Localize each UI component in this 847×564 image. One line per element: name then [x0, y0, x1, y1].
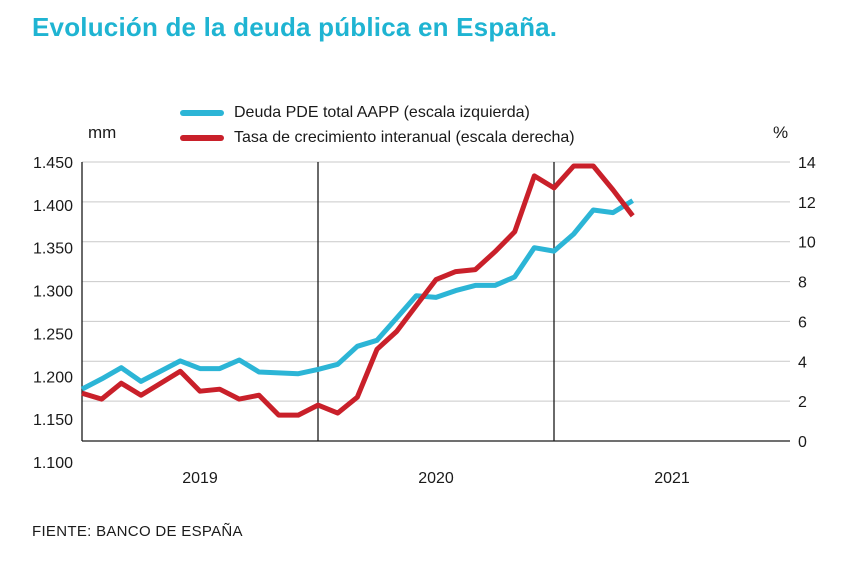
legend-swatch-tasa	[180, 134, 224, 141]
left-tick-label-1: 1.150	[33, 412, 73, 429]
right-tick-label-5: 10	[798, 235, 816, 252]
year-label-2019: 2019	[182, 470, 218, 487]
right-tick-label-1: 2	[798, 394, 807, 411]
right-tick-label-0: 0	[798, 434, 807, 451]
legend-item-deuda: Deuda PDE total AAPP (escala izquierda)	[180, 100, 575, 125]
right-tick-label-4: 8	[798, 275, 807, 292]
source-note: FIENTE: BANCO DE ESPAÑA	[32, 523, 243, 540]
left-axis-unit: mm	[88, 123, 117, 142]
year-label-2020: 2020	[418, 470, 454, 487]
left-tick-label-6: 1.400	[33, 198, 73, 215]
chart-title: Evolución de la deuda pública en España.	[32, 12, 558, 42]
series-line-tasa	[81, 163, 635, 418]
legend-swatch-deuda	[180, 109, 224, 116]
chart-legend: Deuda PDE total AAPP (escala izquierda) …	[180, 100, 575, 150]
left-tick-label-7: 1.450	[33, 155, 73, 172]
right-tick-label-3: 6	[798, 314, 807, 331]
left-tick-label-2: 1.200	[33, 369, 73, 386]
right-tick-label-7: 14	[798, 155, 816, 172]
year-label-2021: 2021	[654, 470, 690, 487]
right-tick-label-2: 4	[798, 354, 807, 371]
left-tick-label-3: 1.250	[33, 326, 73, 343]
left-tick-label-5: 1.350	[33, 241, 73, 258]
right-tick-label-6: 12	[798, 195, 816, 212]
legend-label-tasa: Tasa de crecimiento interanual (escala d…	[234, 128, 575, 146]
legend-item-tasa: Tasa de crecimiento interanual (escala d…	[180, 125, 575, 150]
right-axis-unit: %	[773, 123, 789, 142]
legend-label-deuda: Deuda PDE total AAPP (escala izquierda)	[234, 103, 530, 121]
left-tick-label-4: 1.300	[33, 284, 73, 301]
left-tick-label-0: 1.100	[33, 455, 73, 472]
